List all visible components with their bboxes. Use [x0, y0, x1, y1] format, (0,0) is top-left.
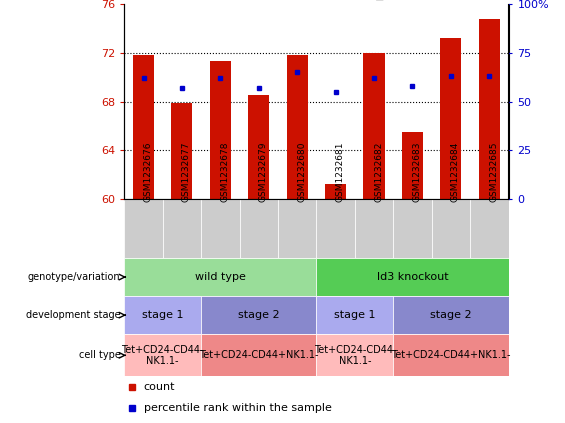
Bar — [163, 199, 201, 258]
Text: development stage: development stage — [26, 310, 120, 320]
Text: GSM1232680: GSM1232680 — [297, 141, 306, 202]
Bar — [440, 38, 462, 199]
Text: percentile rank within the sample: percentile rank within the sample — [144, 403, 332, 413]
Bar — [171, 103, 193, 199]
Bar — [124, 334, 201, 376]
Text: GSM1232679: GSM1232679 — [259, 141, 268, 202]
Bar — [201, 199, 240, 258]
Text: wild type: wild type — [195, 272, 246, 282]
Text: GSM1232683: GSM1232683 — [412, 141, 421, 202]
Bar — [240, 199, 278, 258]
Text: GSM1232677: GSM1232677 — [182, 141, 191, 202]
Text: GSM1232676: GSM1232676 — [144, 141, 153, 202]
Text: GSM1232682: GSM1232682 — [374, 141, 383, 202]
Text: count: count — [144, 382, 175, 392]
Bar — [124, 258, 316, 296]
Bar — [286, 55, 308, 199]
Text: Tet+CD24-CD44-
NK1.1-: Tet+CD24-CD44- NK1.1- — [314, 344, 396, 366]
Bar — [201, 296, 316, 334]
Bar — [124, 296, 201, 334]
Bar — [363, 53, 385, 199]
Text: Tet+CD24-CD44+NK1.1-: Tet+CD24-CD44+NK1.1- — [391, 350, 511, 360]
Text: genotype/variation: genotype/variation — [28, 272, 120, 282]
Text: stage 2: stage 2 — [238, 310, 280, 320]
Text: ld3 knockout: ld3 knockout — [377, 272, 448, 282]
Text: stage 1: stage 1 — [142, 310, 184, 320]
Text: cell type: cell type — [79, 350, 120, 360]
Bar — [133, 55, 154, 199]
Bar — [393, 334, 508, 376]
Bar — [316, 296, 393, 334]
Text: Tet+CD24-CD44+NK1.1-: Tet+CD24-CD44+NK1.1- — [199, 350, 319, 360]
Bar — [316, 199, 355, 258]
Bar — [393, 296, 508, 334]
Text: stage 1: stage 1 — [334, 310, 376, 320]
Bar — [316, 334, 393, 376]
Text: GSM1232684: GSM1232684 — [451, 141, 460, 202]
Bar — [470, 199, 508, 258]
Bar — [278, 199, 316, 258]
Bar — [210, 61, 231, 199]
Bar — [402, 132, 423, 199]
Bar — [393, 199, 432, 258]
Bar — [432, 199, 470, 258]
Text: GSM1232685: GSM1232685 — [489, 141, 498, 202]
Bar — [201, 334, 316, 376]
Bar — [248, 96, 270, 199]
Bar — [316, 258, 508, 296]
Bar — [355, 199, 393, 258]
Text: stage 2: stage 2 — [430, 310, 472, 320]
Text: GSM1232681: GSM1232681 — [336, 141, 345, 202]
Bar — [479, 19, 500, 199]
Bar — [325, 184, 346, 199]
Bar — [124, 199, 163, 258]
Text: Tet+CD24-CD44-
NK1.1-: Tet+CD24-CD44- NK1.1- — [121, 344, 204, 366]
Text: GSM1232678: GSM1232678 — [220, 141, 229, 202]
